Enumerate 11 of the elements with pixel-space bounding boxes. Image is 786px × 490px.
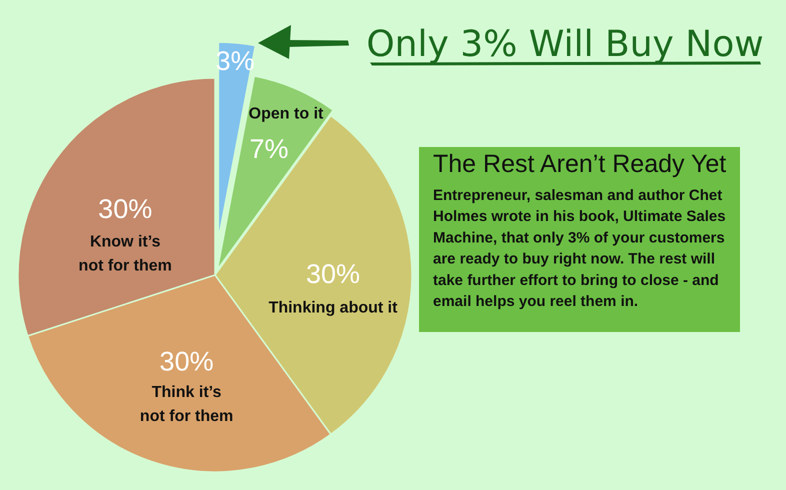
data-label: 7%	[249, 134, 289, 164]
data-label: 30%	[98, 194, 152, 224]
text: Entrepreneur, salesman and author Chet Holmes wrote in his book, Ultimate Sales Machine, that only 3% of your customers are ready to buy right now. The rest will take further effort to bring to close - and email helps you reel them in.	[433, 187, 726, 310]
data-label: 30%	[306, 259, 360, 289]
data-label: 30%	[160, 346, 214, 376]
slice-label: Open to it	[248, 106, 324, 123]
slice-label: Know it’s not for them	[78, 233, 172, 274]
slice-label: Think it’s not for them	[140, 384, 234, 425]
text: The Rest Aren’t Ready Yet	[433, 150, 726, 178]
slice-label: Thinking about it	[268, 300, 398, 316]
text: Only 3% Will Buy Now	[366, 24, 764, 65]
